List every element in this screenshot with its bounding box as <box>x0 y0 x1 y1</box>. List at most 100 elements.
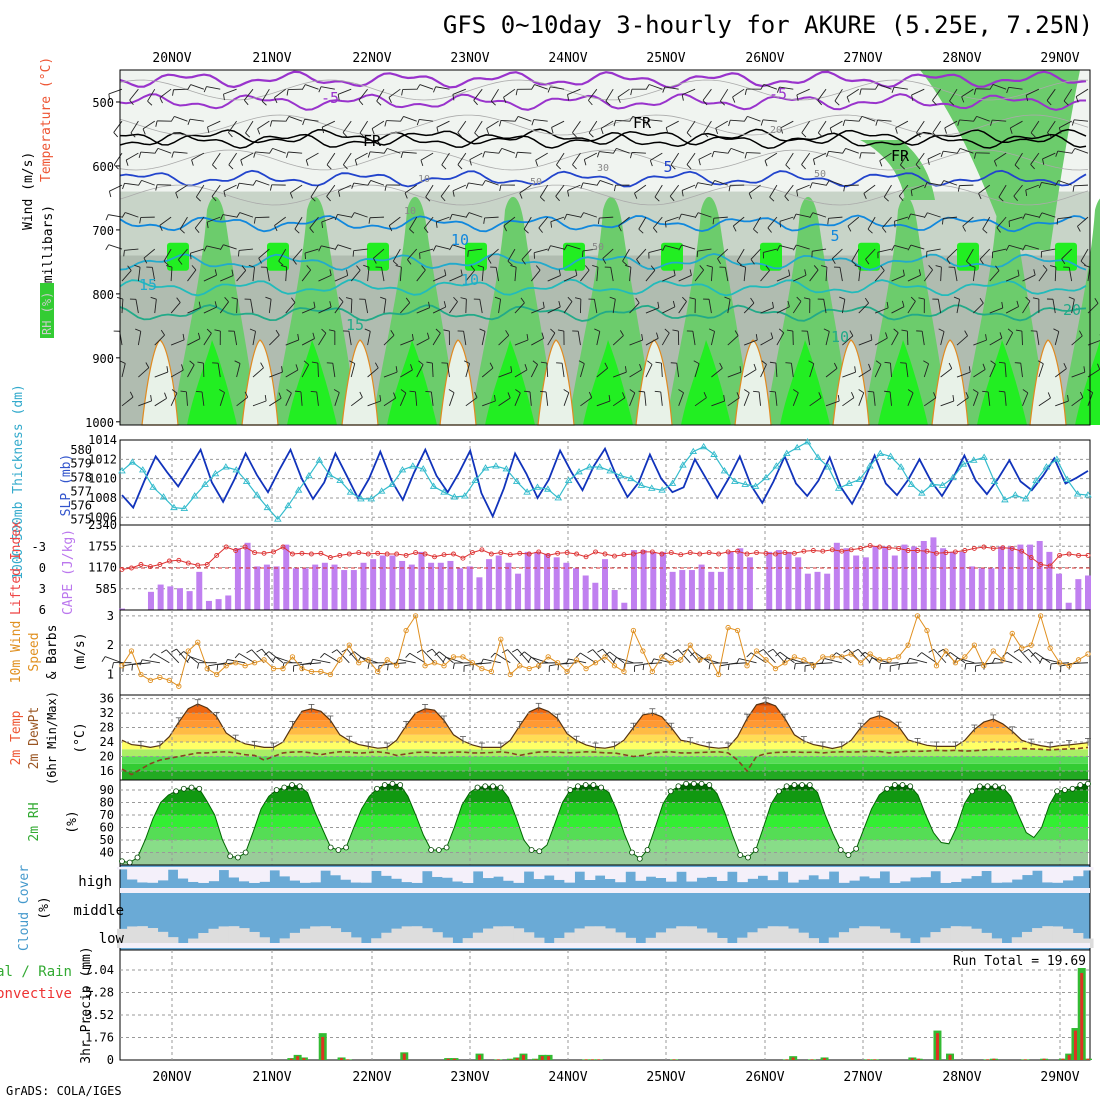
wind-barb <box>681 244 696 250</box>
wind-barb-flag <box>557 329 564 332</box>
wind-barb <box>703 120 712 134</box>
high-cloud-bar <box>686 867 697 882</box>
li-marker <box>943 550 949 556</box>
wind-barb-flag <box>842 119 846 126</box>
wind-barb <box>661 332 670 346</box>
cape-bar <box>621 602 628 610</box>
wind-barb <box>121 299 124 314</box>
wind-barb <box>175 184 188 194</box>
wind-barb <box>923 269 933 282</box>
wind-barb-flag <box>1007 328 1013 334</box>
wind-barb-flag <box>482 151 486 158</box>
wind-barb-flag <box>171 389 178 394</box>
wind-barb-flag <box>761 360 767 365</box>
wind-barb-flag <box>948 362 953 369</box>
cape-bar <box>331 564 338 610</box>
wind-barb-flag <box>793 213 797 220</box>
wind-barb-flag <box>858 116 863 122</box>
wind-barb <box>992 119 1007 122</box>
wind-barb-flag <box>1038 212 1043 219</box>
wind-barb <box>907 392 914 406</box>
wind-barb <box>710 331 715 346</box>
series-marker <box>170 503 178 511</box>
wind-barb <box>294 216 303 230</box>
series-marker <box>647 484 656 491</box>
wind-barb <box>828 150 843 154</box>
speed-marker <box>119 663 125 669</box>
high-cloud-bar <box>899 867 911 882</box>
wind-barb <box>874 337 888 346</box>
wind-barb <box>381 267 385 282</box>
li-marker <box>242 544 248 550</box>
rh-column <box>666 196 751 425</box>
speed-marker <box>876 657 883 663</box>
wind-barb-flag <box>540 361 547 364</box>
wind-barb-flag <box>526 333 529 341</box>
wind-barb <box>346 648 360 664</box>
wind-barb <box>550 245 565 250</box>
wind-barb <box>801 152 811 165</box>
wind-barb <box>877 248 892 253</box>
li-marker <box>621 552 627 558</box>
wind-barb-flag <box>368 217 371 224</box>
cape-bar <box>853 555 860 610</box>
cape-bar <box>408 564 415 610</box>
wind-barb-flag <box>401 89 404 96</box>
speed-marker <box>678 657 684 663</box>
wind-barb-flag <box>175 192 179 199</box>
high-cloud-bar <box>381 867 392 876</box>
wind-barb-flag <box>338 190 341 197</box>
wind-barb <box>531 307 545 314</box>
date-label-bottom: 28NOV <box>942 1070 981 1085</box>
wind-barb-flag <box>597 217 600 225</box>
wind-barb-flag <box>515 152 518 159</box>
wind-barb-flag <box>490 100 496 106</box>
wind-barb <box>779 86 794 90</box>
contour-label: 50 <box>814 169 826 180</box>
speed-marker <box>697 657 703 663</box>
wind-barb-flag <box>993 160 998 167</box>
rh-marker <box>1061 787 1068 793</box>
wind-barb-flag <box>646 119 649 126</box>
wind-barb-flag <box>364 328 371 332</box>
li-marker <box>403 552 409 558</box>
wind-barb-flag <box>910 296 916 302</box>
series-marker <box>710 450 718 457</box>
wind-barb <box>236 270 247 282</box>
series-marker <box>253 491 261 498</box>
wind-barb-flag <box>902 269 905 276</box>
wind-barb <box>208 662 227 667</box>
series-marker <box>564 476 573 484</box>
wind-barb <box>1063 88 1073 102</box>
wind-barb <box>792 392 799 406</box>
wind-barb-flag <box>123 250 125 257</box>
wind-axis-label-2: Speed <box>27 632 42 671</box>
rh-column <box>172 196 257 425</box>
rh-marker <box>490 783 496 790</box>
wind-barb-flag <box>186 656 191 663</box>
wind-barb <box>240 152 254 161</box>
speed-marker <box>640 648 646 654</box>
wind-barb <box>556 152 565 166</box>
wind-barb-flag <box>964 330 968 337</box>
series-marker <box>138 466 147 473</box>
wind-barb-flag <box>584 265 590 271</box>
wind-barb-flag <box>641 334 644 341</box>
wind-barb <box>750 652 767 664</box>
wind-barb-flag <box>246 649 252 654</box>
low-cloud-bar <box>147 928 159 948</box>
wind-barb-flag <box>804 269 807 276</box>
wind-barb-flag <box>524 390 531 393</box>
speed-marker <box>536 663 542 669</box>
cape-bar <box>717 571 724 610</box>
wind-barb-flag <box>321 127 325 134</box>
wind-barb <box>318 306 332 314</box>
wind-barb <box>960 147 974 154</box>
date-label-top: 22NOV <box>352 51 391 66</box>
wind-barb <box>602 248 614 259</box>
wind-barb-flag <box>503 97 507 103</box>
wind-barb-flag <box>686 132 692 138</box>
wind-barb-flag <box>952 395 955 402</box>
wind-barb <box>400 339 414 346</box>
wind-barb <box>890 363 892 378</box>
